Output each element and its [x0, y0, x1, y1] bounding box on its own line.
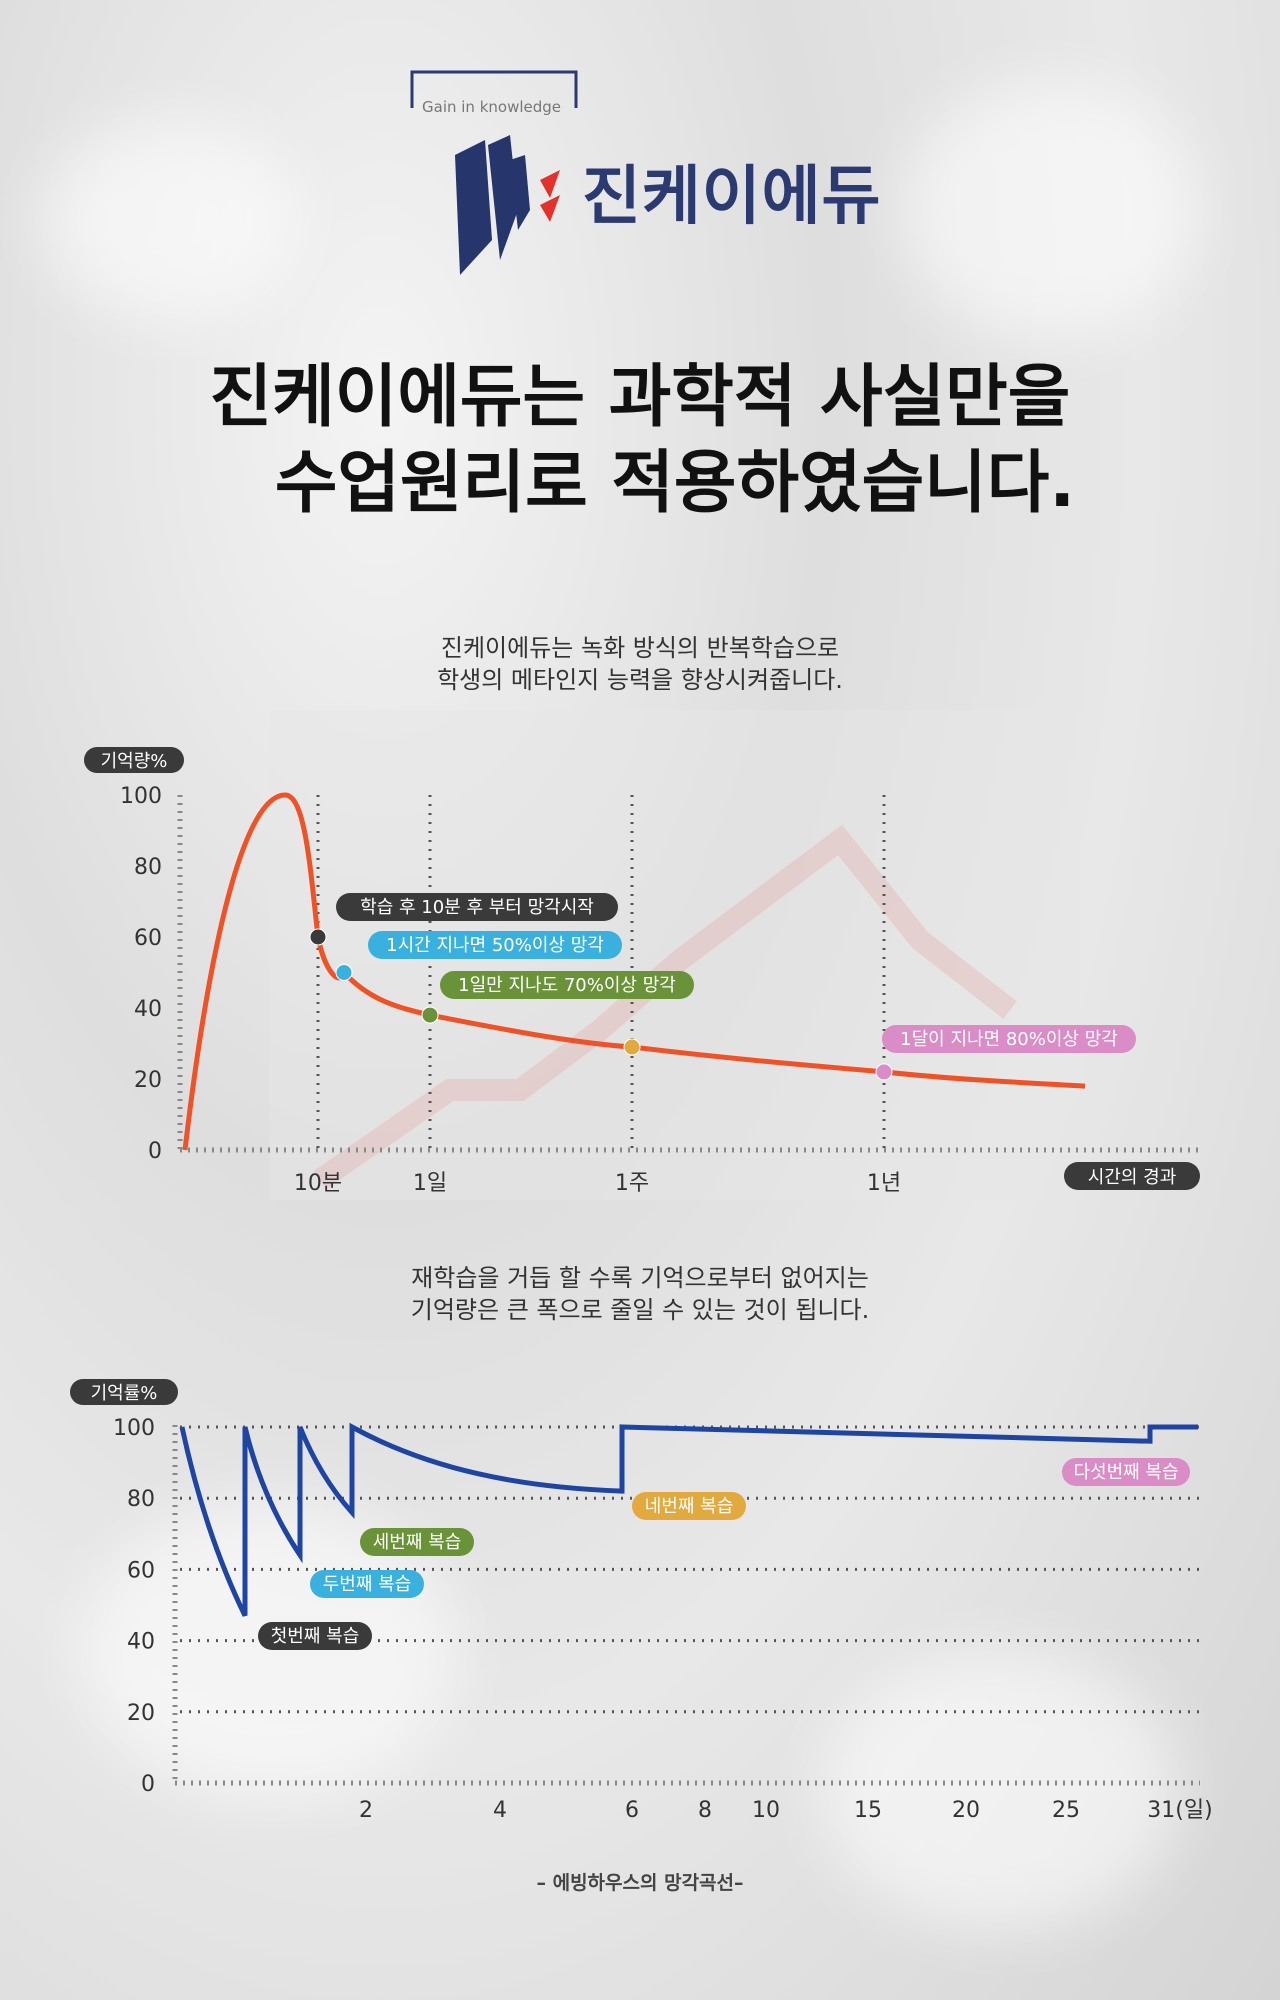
chart2-annotation-text: 첫번째 복습	[271, 1626, 360, 1647]
chart1-background-arrow	[313, 824, 1017, 1190]
chart2-annotation-text: 두번째 복습	[323, 1574, 412, 1595]
chart2-annotation-bg	[310, 1570, 424, 1598]
chart1-ylabel: 기억량%	[84, 747, 184, 773]
chart2-ylabel-text: 기억률%	[91, 1383, 158, 1404]
chart1-marker	[309, 928, 327, 946]
chart1-annotation-bg	[368, 931, 622, 959]
chart1-y-tick: 60	[134, 926, 162, 951]
background-blur	[900, 80, 1200, 340]
chart1-annotation-text: 1시간 지나면 50%이상 망각	[386, 935, 604, 956]
chart2-x-tick: 20	[952, 1798, 980, 1823]
chart2-x-tick: 2	[359, 1798, 373, 1823]
chart1-caption-line2: 학생의 메타인지 능력을 향상시켜줍니다.	[437, 666, 843, 694]
chart2-x-tick: 4	[493, 1798, 507, 1823]
chart2-annotation: 세번째 복습	[360, 1528, 474, 1556]
chart2-x-tick: 8	[698, 1798, 712, 1823]
chart1-caption-line1: 진케이에듀는 녹화 방식의 반복학습으로	[440, 634, 840, 662]
chart1-xlabel: 시간의 경과	[1064, 1162, 1200, 1190]
forgetting-curve-chart: 0 20 40 60 80 100 10분 1일 1주 1년 기억량% 시간의 경과 학습 후 …	[84, 710, 1200, 1200]
chart2-annotation-text: 네번째 복습	[645, 1496, 734, 1517]
chart2-annotation-bg	[1062, 1458, 1190, 1486]
chart2-x-tick: 31(일)	[1147, 1798, 1212, 1823]
chart1-y-tick: 40	[134, 997, 162, 1022]
chart1-x-tick: 1일	[413, 1171, 447, 1196]
chart2-annotation: 네번째 복습	[632, 1492, 746, 1520]
chart1-ylabel-text: 기억량%	[101, 751, 168, 772]
chart1-annotation: 1시간 지나면 50%이상 망각	[368, 931, 622, 959]
chart2-caption-line2: 기억량은 큰 폭으로 줄일 수 있는 것이 됩니다.	[410, 1296, 870, 1324]
logo-tagline: Gain in knowledge	[422, 98, 561, 116]
chart1-x-tick: 10분	[294, 1171, 342, 1196]
chart2-annotation-bg	[360, 1528, 474, 1556]
chart2-annotation: 다섯번째 복습	[1062, 1458, 1190, 1486]
chart1-annotation: 1달이 지나면 80%이상 망각	[882, 1025, 1136, 1053]
chart1-y-tick: 80	[134, 855, 162, 880]
chart1-annotation-bg	[336, 893, 618, 921]
chart2-y-tick: 60	[127, 1558, 155, 1583]
chart1-annotation-text: 1달이 지나면 80%이상 망각	[900, 1029, 1118, 1050]
headline-line2: 수업원리로 적용하였습니다.	[274, 444, 1076, 523]
chart2-caption-line1: 재학습을 거듭 할 수록 기억으로부터 없어지는	[411, 1264, 869, 1292]
review-retention-chart: 0 20 40 60 80 100 2 4 6 8 10 15 20 25 31(일) 기억률% 첫번째 …	[70, 1379, 1213, 1823]
chart1-marker	[335, 964, 353, 981]
chart2-x-tick: 10	[752, 1798, 780, 1823]
chart1-y-tick: 20	[134, 1068, 162, 1093]
chart1-y-tick: 0	[148, 1139, 162, 1164]
chart2-y-tick: 80	[127, 1487, 155, 1512]
chart1-marker	[623, 1038, 641, 1056]
brand-logo: Gain in knowledge	[410, 70, 578, 275]
chart1-annotation: 1일만 지나도 70%이상 망각	[440, 971, 694, 999]
chart2-annotation-text: 다섯번째 복습	[1073, 1462, 1178, 1483]
chart1-x-tick: 1년	[867, 1171, 901, 1196]
chart2-y-tick: 20	[127, 1701, 155, 1726]
chart1-annotation-text: 학습 후 10분 후 부터 망각시작	[360, 897, 594, 918]
retention-line	[179, 1422, 1198, 1617]
chart2-ylabel: 기억률%	[70, 1379, 178, 1405]
chart1-caption: 진케이에듀는 녹화 방식의 반복학습으로 학생의 메타인지 능력을 향상시켜줍니…	[0, 632, 1280, 696]
brand-name: 진케이에듀	[582, 160, 882, 234]
chart2-x-tick: 15	[854, 1798, 882, 1823]
headline: 진케이에듀는 과학적 사실만을 수업원리로 적용하였습니다.	[0, 355, 1280, 527]
chart1-annotation: 학습 후 10분 후 부터 망각시작	[336, 893, 618, 921]
chart1-xlabel-text: 시간의 경과	[1088, 1167, 1177, 1188]
chart2-y-tick: 100	[113, 1416, 155, 1441]
background-blur	[820, 1650, 1180, 1930]
source-caption: – 에빙하우스의 망각곡선–	[536, 1872, 744, 1894]
chart1-marker	[875, 1063, 893, 1081]
background-blur	[40, 120, 300, 320]
chart2-annotation: 첫번째 복습	[258, 1622, 372, 1650]
chart2-annotation-text: 세번째 복습	[373, 1532, 462, 1553]
forgetting-curve-line	[182, 792, 1086, 1151]
chart1-annotation-bg	[882, 1025, 1136, 1053]
headline-line1: 진케이에듀는 과학적 사실만을	[209, 358, 1071, 437]
chart2-x-tick: 6	[625, 1798, 639, 1823]
chart2-y-tick: 0	[141, 1772, 155, 1797]
chart2-annotation-bg	[258, 1622, 372, 1650]
chart1-marker	[421, 1006, 439, 1024]
chart2-annotation-bg	[632, 1492, 746, 1520]
chart2-caption: 재학습을 거듭 할 수록 기억으로부터 없어지는 기억량은 큰 폭으로 줄일 수…	[0, 1262, 1280, 1326]
chart1-y-tick: 100	[120, 784, 162, 809]
chart1-annotation-bg	[440, 971, 694, 999]
chart2-x-tick: 25	[1052, 1798, 1080, 1823]
chart1-annotation-text: 1일만 지나도 70%이상 망각	[458, 975, 676, 996]
chart1-x-tick: 1주	[615, 1171, 649, 1196]
chart2-annotation: 두번째 복습	[310, 1570, 424, 1598]
chart2-y-tick: 40	[127, 1630, 155, 1655]
